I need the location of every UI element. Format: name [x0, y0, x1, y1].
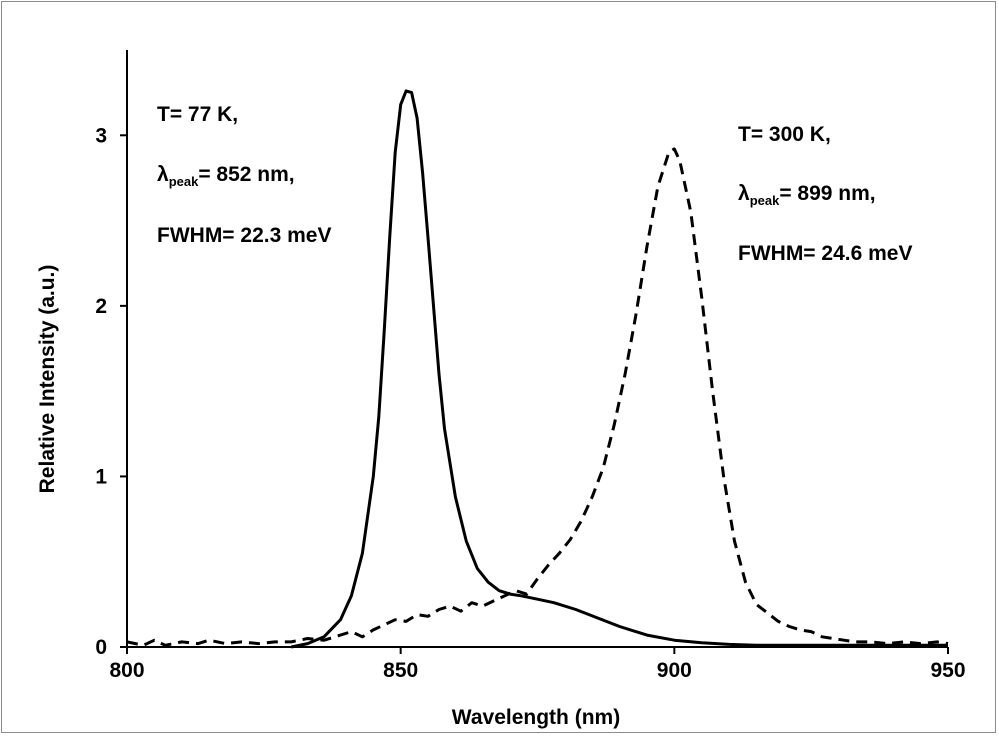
y-tick-label: 0 — [95, 636, 107, 659]
x-tick-label: 950 — [930, 659, 965, 682]
annotation-77k: T= 77 K, λpeak= 852 nm, FWHM= 22.3 meV — [157, 103, 331, 247]
x-tick-label: 850 — [383, 659, 418, 682]
lambda-value: = 852 nm, — [198, 163, 294, 186]
annotation-77k-fwhm: FWHM= 22.3 meV — [157, 224, 331, 247]
annotation-300k-temperature: T= 300 K, — [738, 123, 831, 146]
annotation-300k-fwhm: FWHM= 24.6 meV — [738, 242, 912, 265]
lambda-symbol: λ — [157, 163, 169, 186]
lambda-subscript: peak — [750, 193, 780, 208]
y-tick-label: 3 — [95, 124, 107, 147]
annotation-77k-peak: λpeak= 852 nm, — [157, 163, 295, 189]
y-axis-label: Relative Intensity (a.u.) — [36, 265, 59, 494]
ticks: 800 850 900 950 0 1 2 3 — [95, 124, 965, 682]
lambda-symbol: λ — [738, 182, 750, 205]
y-tick-label: 2 — [95, 295, 107, 318]
annotation-300k: T= 300 K, λpeak= 899 nm, FWHM= 24.6 meV — [738, 123, 912, 265]
y-tick-label: 1 — [95, 465, 107, 488]
annotation-77k-temperature: T= 77 K, — [157, 103, 238, 126]
lambda-subscript: peak — [169, 174, 199, 189]
series-line-solid — [290, 89, 948, 649]
series-group — [126, 89, 949, 649]
lambda-value: = 899 nm, — [779, 182, 875, 205]
x-tick-label: 900 — [657, 659, 692, 682]
series-line-dashed — [126, 147, 949, 647]
annotation-300k-peak: λpeak= 899 nm, — [738, 182, 876, 208]
x-axis-label: Wavelength (nm) — [452, 706, 620, 729]
axes — [126, 50, 948, 648]
x-tick-label: 800 — [109, 659, 144, 682]
